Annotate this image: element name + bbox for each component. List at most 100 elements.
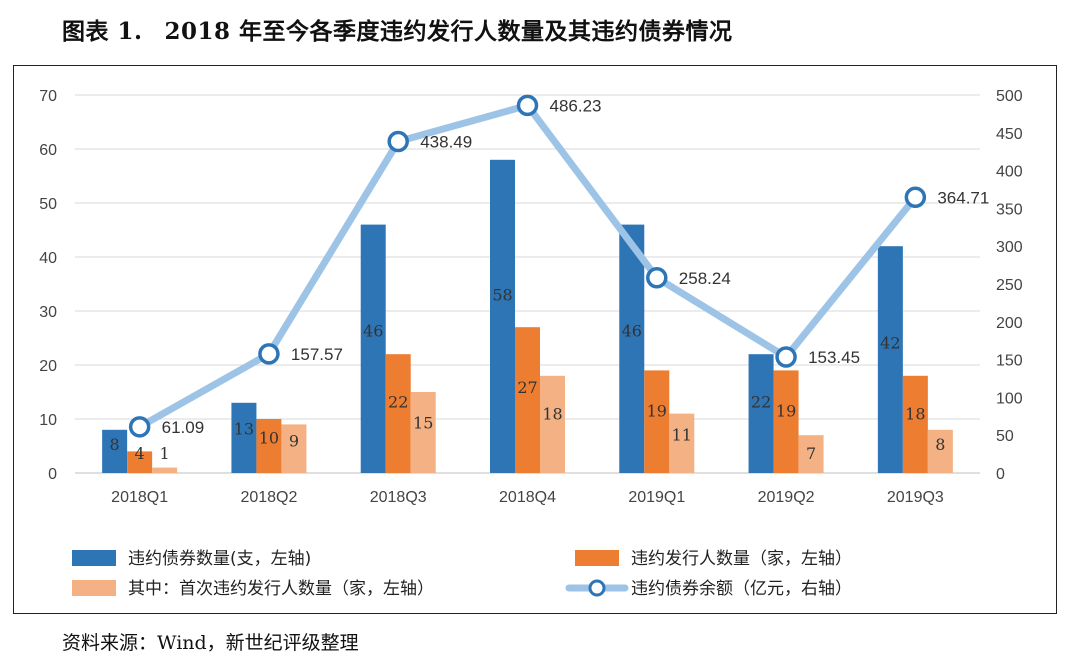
left-tick-label: 60: [39, 142, 57, 159]
figure-number: 图表 1.: [62, 18, 143, 45]
balance-data-label: 258.24: [679, 269, 731, 288]
bar-data-label: 13: [234, 419, 254, 438]
x-category-label: 2019Q2: [758, 489, 815, 506]
right-tick-label: 100: [996, 390, 1023, 407]
x-category-label: 2018Q1: [111, 489, 168, 506]
bar-data-label: 27: [517, 378, 537, 397]
balance-marker: [516, 94, 539, 117]
bar: [927, 429, 953, 473]
left-tick-label: 20: [39, 358, 57, 375]
left-tick-label: 50: [39, 196, 57, 213]
left-axis-ticks: 0 10 20 30 40 50 60 70: [39, 88, 57, 483]
bar-data-label: 19: [647, 402, 667, 421]
balance-data-label: 486.23: [550, 96, 602, 115]
bar-data-label: 42: [880, 333, 900, 352]
left-tick-label: 70: [39, 88, 57, 105]
legend-marker-swatch: [588, 579, 606, 597]
bar-data-label: 58: [492, 286, 512, 305]
balance-marker: [646, 267, 668, 289]
bar-data-label: 22: [751, 393, 771, 412]
bar-data-label: 22: [388, 393, 408, 412]
bar: [490, 159, 515, 474]
balance-marker: [904, 186, 927, 209]
right-tick-label: 450: [996, 126, 1023, 143]
bar-data-label: 10: [259, 428, 279, 447]
bars: [102, 159, 953, 474]
balance-line: 61.09 157.57 438.49 486.23 258.24 153.45 364.7…: [128, 94, 989, 438]
bar: [385, 354, 411, 473]
bar: [798, 435, 824, 473]
legend-swatch: [575, 550, 619, 566]
left-tick-label: 40: [39, 250, 57, 267]
bar: [515, 327, 540, 473]
bar: [127, 451, 153, 473]
legend: 违约债券数量(支，左轴) 违约发行人数量（家，左轴） 其中：首次违约发行人数量（家，…: [72, 549, 852, 599]
bar-data-label: 46: [622, 321, 642, 340]
bar-data-label: 8: [935, 435, 945, 454]
bar-data-label: 7: [806, 444, 816, 463]
right-tick-label: 400: [996, 164, 1023, 181]
legend-label: 违约发行人数量（家，左轴）: [631, 549, 852, 569]
right-axis-ticks: 0 50 100 150 200 250 300 350 400 450 500: [996, 88, 1023, 483]
bar: [540, 375, 565, 473]
bar-data-label: 8: [110, 435, 120, 454]
right-tick-label: 250: [996, 277, 1023, 294]
bar: [773, 370, 799, 473]
legend-label: 违约债券余额（亿元，右轴）: [631, 579, 852, 599]
source-note: 资料来源：Wind，新世纪评级整理: [62, 632, 359, 654]
right-tick-label: 300: [996, 239, 1023, 256]
left-tick-label: 30: [39, 304, 57, 321]
bar-data-label: 9: [289, 431, 299, 450]
balance-marker: [775, 346, 797, 368]
bar: [360, 224, 386, 473]
bar-data-label: 11: [672, 425, 692, 444]
bar-data-label: 18: [542, 405, 562, 424]
bar-data-label: 15: [413, 413, 433, 432]
bar-data-label: 18: [905, 405, 925, 424]
balance-data-label: 61.09: [162, 418, 205, 437]
bar: [281, 424, 307, 473]
left-tick-label: 0: [48, 466, 57, 483]
x-axis-categories: 2018Q1 2018Q2 2018Q3 2018Q4 2019Q1 2019Q2 2019…: [111, 489, 944, 506]
bar: [644, 370, 670, 473]
legend-label: 其中：首次违约发行人数量（家，左轴）: [128, 579, 434, 599]
left-tick-label: 10: [39, 412, 57, 429]
bar: [902, 375, 928, 473]
bar-data-label: 19: [776, 402, 796, 421]
x-category-label: 2018Q4: [499, 489, 556, 506]
chart-frame: [13, 65, 1057, 614]
right-tick-label: 500: [996, 88, 1023, 105]
bar: [231, 402, 257, 473]
bar: [877, 246, 903, 473]
legend-swatch: [72, 550, 116, 566]
figure-title: 图表 1. 2018 年至今各季度违约发行人数量及其违约债券情况: [62, 12, 733, 46]
x-category-label: 2018Q3: [370, 489, 427, 506]
bar: [102, 429, 128, 473]
bar-data-label: 46: [363, 321, 383, 340]
bar: [256, 419, 282, 473]
balance-marker: [387, 130, 409, 153]
legend-swatch: [72, 580, 116, 596]
balance-marker: [258, 343, 280, 365]
right-tick-label: 350: [996, 201, 1023, 218]
balance-data-label: 364.71: [937, 188, 989, 207]
balance-data-label: 157.57: [291, 345, 343, 364]
bar: [619, 224, 645, 473]
right-tick-label: 0: [996, 466, 1005, 483]
x-category-label: 2019Q3: [887, 489, 944, 506]
balance-marker: [128, 416, 151, 438]
bar: [748, 354, 774, 473]
balance-data-label: 438.49: [420, 133, 472, 152]
bar: [152, 467, 178, 473]
right-tick-label: 200: [996, 315, 1023, 332]
balance-data-label: 153.45: [808, 348, 860, 367]
bar-data-label: 4: [135, 444, 145, 463]
x-category-label: 2019Q1: [628, 489, 685, 506]
right-tick-label: 50: [996, 428, 1014, 445]
bar-data-label: 1: [160, 444, 170, 463]
bar: [410, 392, 436, 473]
bar: [669, 413, 695, 473]
right-tick-label: 150: [996, 353, 1023, 370]
